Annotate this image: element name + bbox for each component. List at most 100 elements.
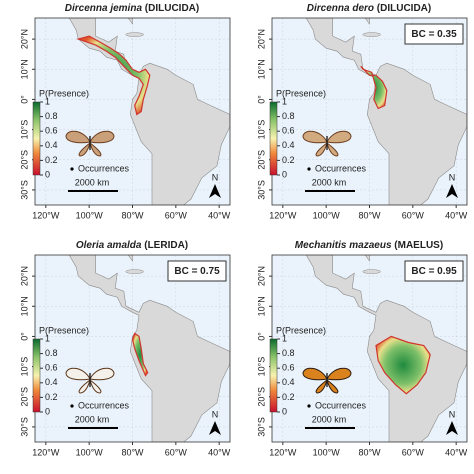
butterfly [65,130,115,157]
lat-label: 20°N [19,266,29,286]
occurrence-symbol [307,404,311,408]
wing [65,367,91,381]
lon-label: 40°W [208,447,231,457]
lon-label: 40°W [208,210,231,220]
land [68,18,230,205]
legend-tick: 0.2 [45,392,58,402]
occurrences-label: Occurrences [78,400,130,410]
color-bar [32,101,41,176]
lat-label: 0° [19,332,29,341]
species-name: Oleria amalda [76,240,142,251]
occurrences-label: Occurrences [315,400,367,410]
map-panel: Dircenna jemina (DILUCIDA) 20°N 10°N 0° 10°S… [19,3,231,221]
wing [89,367,115,381]
occurrence-symbol [70,404,74,408]
lat-label: 0° [256,332,266,341]
legend-tick: 1 [45,96,50,106]
legend-tick: 0.2 [282,155,295,165]
lon-label: 60°W [165,447,188,457]
legend-tick: 0.4 [282,140,295,150]
bc-box [404,23,464,45]
lat-label: 20°S [19,150,29,170]
land [68,255,230,442]
scale-label: 2000 km [75,414,110,424]
scale-label: 2000 km [312,414,347,424]
north-arrow [209,184,221,198]
wing [326,378,339,394]
lon-label: 120°W [32,210,60,220]
lat-label: 20°N [256,29,266,49]
north-label: N [212,409,219,419]
wing [302,367,328,381]
island [125,32,144,37]
bc-label: BC = 0.35 [411,29,457,40]
wing [78,378,91,394]
butterfly [65,367,115,394]
occurrences-label: Occurrences [78,163,130,173]
legend-tick: 0 [45,169,50,179]
wing [326,130,352,144]
occurrence-symbol [70,167,74,171]
map-content [35,18,230,205]
map-content [272,255,467,442]
lon-label: 100°W [76,447,104,457]
distribution [76,35,151,116]
occurrence-symbol [307,167,311,171]
legend-tick: 0 [282,169,287,179]
lat-label: 20°S [256,150,266,170]
occurrences-label: Occurrences [315,163,367,173]
distribution [131,332,149,377]
bc-label: BC = 0.95 [411,266,457,277]
group-name: (DILUCIDA) [145,3,199,14]
species-name: Dircenna jemina [65,3,143,14]
lat-label: 10°N [256,296,266,316]
panel-title: Oleria amalda (LERIDA) [76,240,188,251]
lat-label: 30°S [256,417,266,437]
lon-label: 100°W [313,210,341,220]
map-content [272,18,467,205]
lat-label: 0° [256,95,266,104]
bc-box [404,260,464,282]
legend-tick: 0.8 [282,348,295,358]
lon-label: 100°W [76,210,104,220]
legend-tick: 0.4 [282,377,295,387]
lon-label: 120°W [32,447,60,457]
lon-label: 60°W [402,210,425,220]
land [305,18,467,205]
legend-tick: 0.6 [45,363,58,373]
map-panel: Dircenna dero (DILUCIDA) 20°N 10°N 0° 10°S 20… [256,3,468,221]
lat-label: 30°S [256,180,266,200]
legend-tick: 0.6 [282,126,295,136]
map-panel: Mechanitis mazaeus (MAELUS) 20°N 10°N 0° 10°… [256,240,468,458]
legend-tick: 0.6 [45,126,58,136]
color-bar [32,338,41,413]
lon-label: 80°W [358,210,381,220]
island [125,269,144,274]
lon-label: 40°W [445,447,468,457]
butterfly [302,367,352,394]
lon-label: 40°W [445,210,468,220]
lat-label: 10°S [19,357,29,377]
north-arrow [209,421,221,435]
legend-title: P(Presence) [39,88,89,98]
legend-title: P(Presence) [276,88,326,98]
color-bar [269,101,278,176]
legend-title: P(Presence) [39,325,89,335]
panel-title: Mechanitis mazaeus (MAELUS) [295,240,443,251]
wing [78,141,91,157]
group-name: (MAELUS) [394,240,443,251]
color-bar [269,338,278,413]
lat-label: 30°S [19,417,29,437]
map-content [35,255,230,442]
lat-label: 10°N [19,59,29,79]
legend-tick: 0.4 [45,140,58,150]
wing [89,141,102,157]
legend-tick: 0.2 [45,155,58,165]
wing [65,130,91,144]
legend-tick: 0.2 [282,392,295,402]
lon-label: 80°W [121,210,144,220]
lat-label: 10°N [256,59,266,79]
legend-tick: 1 [45,333,50,343]
legend-title: P(Presence) [276,325,326,335]
